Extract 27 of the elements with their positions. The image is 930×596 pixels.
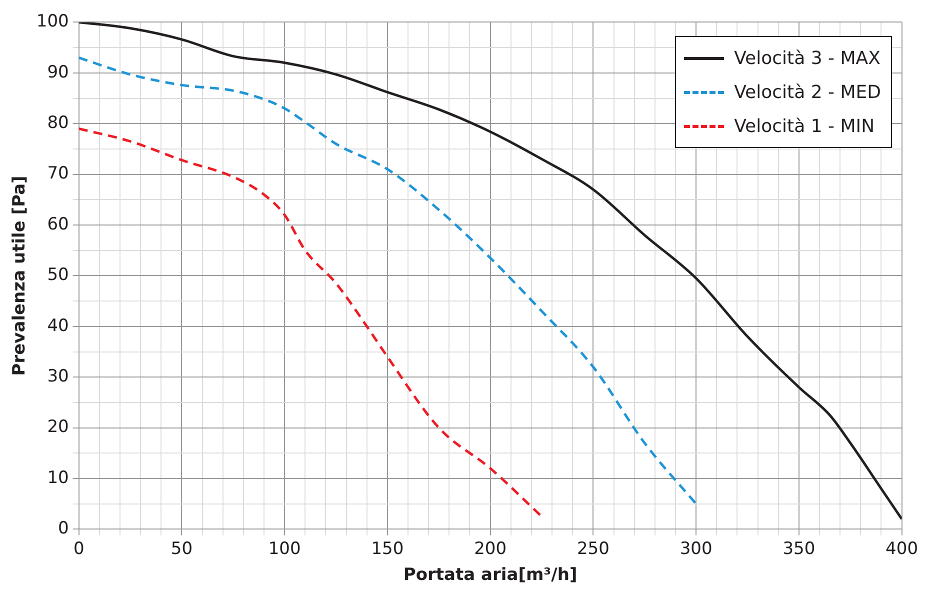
x-tick-label: 250 (576, 538, 610, 559)
y-tick-label: 0 (58, 518, 69, 539)
x-tick-label: 200 (474, 538, 507, 559)
y-tick-label: 50 (47, 265, 69, 286)
y-tick-label: 80 (47, 113, 69, 134)
x-axis-title: Portata aria[m³/h] (403, 565, 578, 586)
y-axis-title: Prevalenza utile [Pa] (10, 176, 30, 376)
y-tick-label: 20 (47, 417, 69, 438)
y-tick-label: 70 (47, 164, 69, 184)
x-tick-label: 0 (73, 538, 84, 559)
y-tick-label: 10 (47, 468, 69, 488)
x-tick-label: 150 (371, 538, 404, 559)
y-tick-label: 60 (47, 214, 69, 234)
y-tick-label: 90 (47, 62, 69, 82)
x-tick-label: 50 (170, 538, 193, 559)
legend-label: Velocità 2 - MED (734, 82, 881, 102)
y-tick-label: 100 (36, 12, 69, 32)
x-tick-label: 350 (782, 538, 816, 559)
legend-label: Velocità 1 - MIN (734, 116, 875, 136)
x-tick-label: 400 (886, 538, 918, 559)
y-tick-label: 30 (47, 366, 69, 387)
x-tick-label: 100 (268, 538, 301, 559)
line-series (78, 56, 698, 506)
legend-label: Velocità 3 - MAX (734, 48, 880, 68)
line-series (78, 127, 543, 518)
y-tick-label: 40 (47, 316, 69, 336)
x-tick-label: 300 (680, 538, 712, 559)
